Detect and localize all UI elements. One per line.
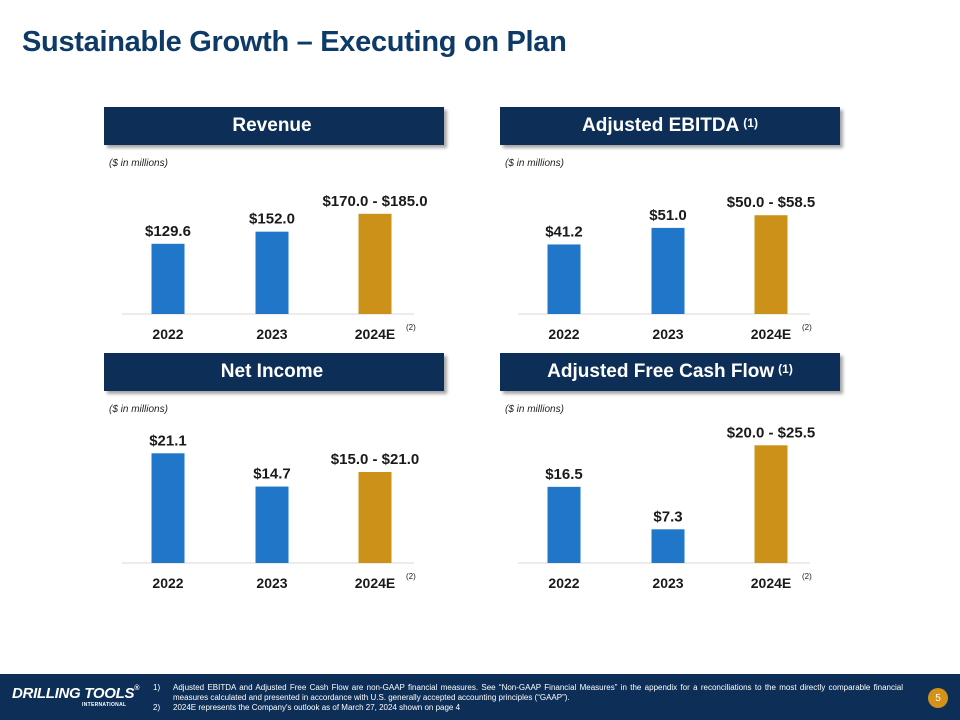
x-tick-note: (2)	[802, 323, 812, 332]
panel-title: Adjusted EBITDA	[582, 115, 740, 136]
logo-wordmark: DRILLING TOOLS®	[12, 685, 139, 702]
net-income-bar-chart: $21.1 2022 $14.7 2023 $15.0 - $21.0 2024E (2)	[122, 432, 419, 591]
bar-2023	[651, 227, 685, 314]
bar-2022	[547, 244, 581, 314]
footnote-number: 2)	[153, 703, 161, 712]
adjusted-free-cash-flow-panel: Adjusted Free Cash Flow (1) ($ in millio…	[500, 353, 840, 593]
footer-bar: DRILLING TOOLS® INTERNATIONAL 1) Adjuste…	[0, 674, 960, 720]
data-label: $41.2	[545, 223, 583, 240]
bar-2024e	[358, 472, 392, 563]
data-label: $129.6	[145, 223, 191, 240]
panel-header: Adjusted EBITDA (1)	[500, 107, 840, 145]
panel-title-note: (1)	[778, 362, 793, 376]
x-tick-label: 2024E	[751, 326, 791, 342]
x-tick-label: 2022	[548, 575, 579, 591]
company-logo: DRILLING TOOLS® INTERNATIONAL	[12, 685, 142, 711]
x-tick-label: 2023	[256, 326, 287, 342]
units-label: ($ in millions)	[505, 158, 564, 169]
x-tick-note: (2)	[406, 323, 416, 332]
x-tick-label: 2023	[256, 575, 287, 591]
panel-title: Revenue	[232, 115, 312, 136]
x-tick-label: 2024E	[751, 575, 791, 591]
adjusted-ebitda-bar-chart: $41.2 2022 $51.0 2023 $50.0 - $58.5 2024E (2)	[518, 194, 815, 342]
footnotes: 1) Adjusted EBITDA and Adjusted Free Cas…	[153, 683, 903, 713]
footnote: 2) 2024E represents the Company's outloo…	[153, 703, 903, 713]
panel-title: Adjusted Free Cash Flow	[547, 361, 775, 382]
units-label: ($ in millions)	[505, 404, 564, 415]
page-number-badge: 5	[928, 688, 948, 708]
units-label: ($ in millions)	[109, 404, 168, 415]
bar-2022	[547, 486, 581, 563]
panel-header: Revenue	[104, 107, 444, 145]
bar-2024e	[358, 213, 392, 314]
slide-title: Sustainable Growth – Executing on Plan	[22, 26, 567, 58]
adjusted-ebitda-panel: Adjusted EBITDA (1) ($ in millions) $41.…	[500, 107, 840, 347]
panel-title-note: (1)	[743, 116, 758, 130]
x-tick-label: 2024E	[355, 326, 395, 342]
data-label: $152.0	[249, 211, 295, 228]
x-tick-label: 2022	[548, 326, 579, 342]
data-label: $170.0 - $185.0	[322, 193, 427, 210]
units-label: ($ in millions)	[109, 158, 168, 169]
panel-header: Net Income	[104, 353, 444, 391]
bar-2023	[651, 529, 685, 563]
footnote-number: 1)	[153, 683, 161, 692]
data-label: $7.3	[653, 508, 682, 525]
data-label: $14.7	[253, 466, 291, 483]
logo-text: DRILLING TOOLS	[12, 685, 135, 702]
bar-2022	[151, 243, 185, 314]
x-tick-label: 2024E	[355, 575, 395, 591]
bar-2023	[255, 486, 289, 563]
panel-header: Adjusted Free Cash Flow (1)	[500, 353, 840, 391]
footnote-text: 2024E represents the Company's outlook a…	[173, 703, 461, 712]
bar-2023	[255, 231, 289, 314]
x-tick-label: 2023	[652, 326, 683, 342]
bar-2024e	[754, 445, 788, 563]
x-tick-note: (2)	[406, 572, 416, 581]
data-label: $15.0 - $21.0	[331, 451, 419, 468]
net-income-panel: Net Income ($ in millions) $21.1 2022 $14.…	[104, 353, 444, 593]
data-label: $51.0	[649, 207, 687, 224]
x-tick-note: (2)	[802, 572, 812, 581]
logo-registered-mark: ®	[134, 685, 140, 692]
data-label: $50.0 - $58.5	[727, 194, 815, 211]
bar-2022	[151, 453, 185, 563]
adjusted-free-cash-flow-bar-chart: $16.5 2022 $7.3 2023 $20.0 - $25.5 2024E (2)	[518, 424, 815, 591]
bar-2024e	[754, 215, 788, 314]
data-label: $20.0 - $25.5	[727, 424, 815, 441]
panel-title: Net Income	[220, 361, 324, 382]
footnote: 1) Adjusted EBITDA and Adjusted Free Cas…	[153, 683, 903, 703]
x-tick-label: 2022	[152, 575, 183, 591]
footnote-text: Adjusted EBITDA and Adjusted Free Cash F…	[173, 683, 903, 702]
revenue-bar-chart: $129.6 2022 $152.0 2023 $170.0 - $185.0 2024E…	[122, 193, 428, 342]
x-tick-label: 2022	[152, 326, 183, 342]
revenue-panel: Revenue ($ in millions) $129.6 2022 $152.0…	[104, 107, 444, 347]
x-tick-label: 2023	[652, 575, 683, 591]
data-label: $16.5	[545, 466, 583, 483]
logo-subtext: INTERNATIONAL	[82, 702, 127, 708]
data-label: $21.1	[149, 432, 187, 449]
